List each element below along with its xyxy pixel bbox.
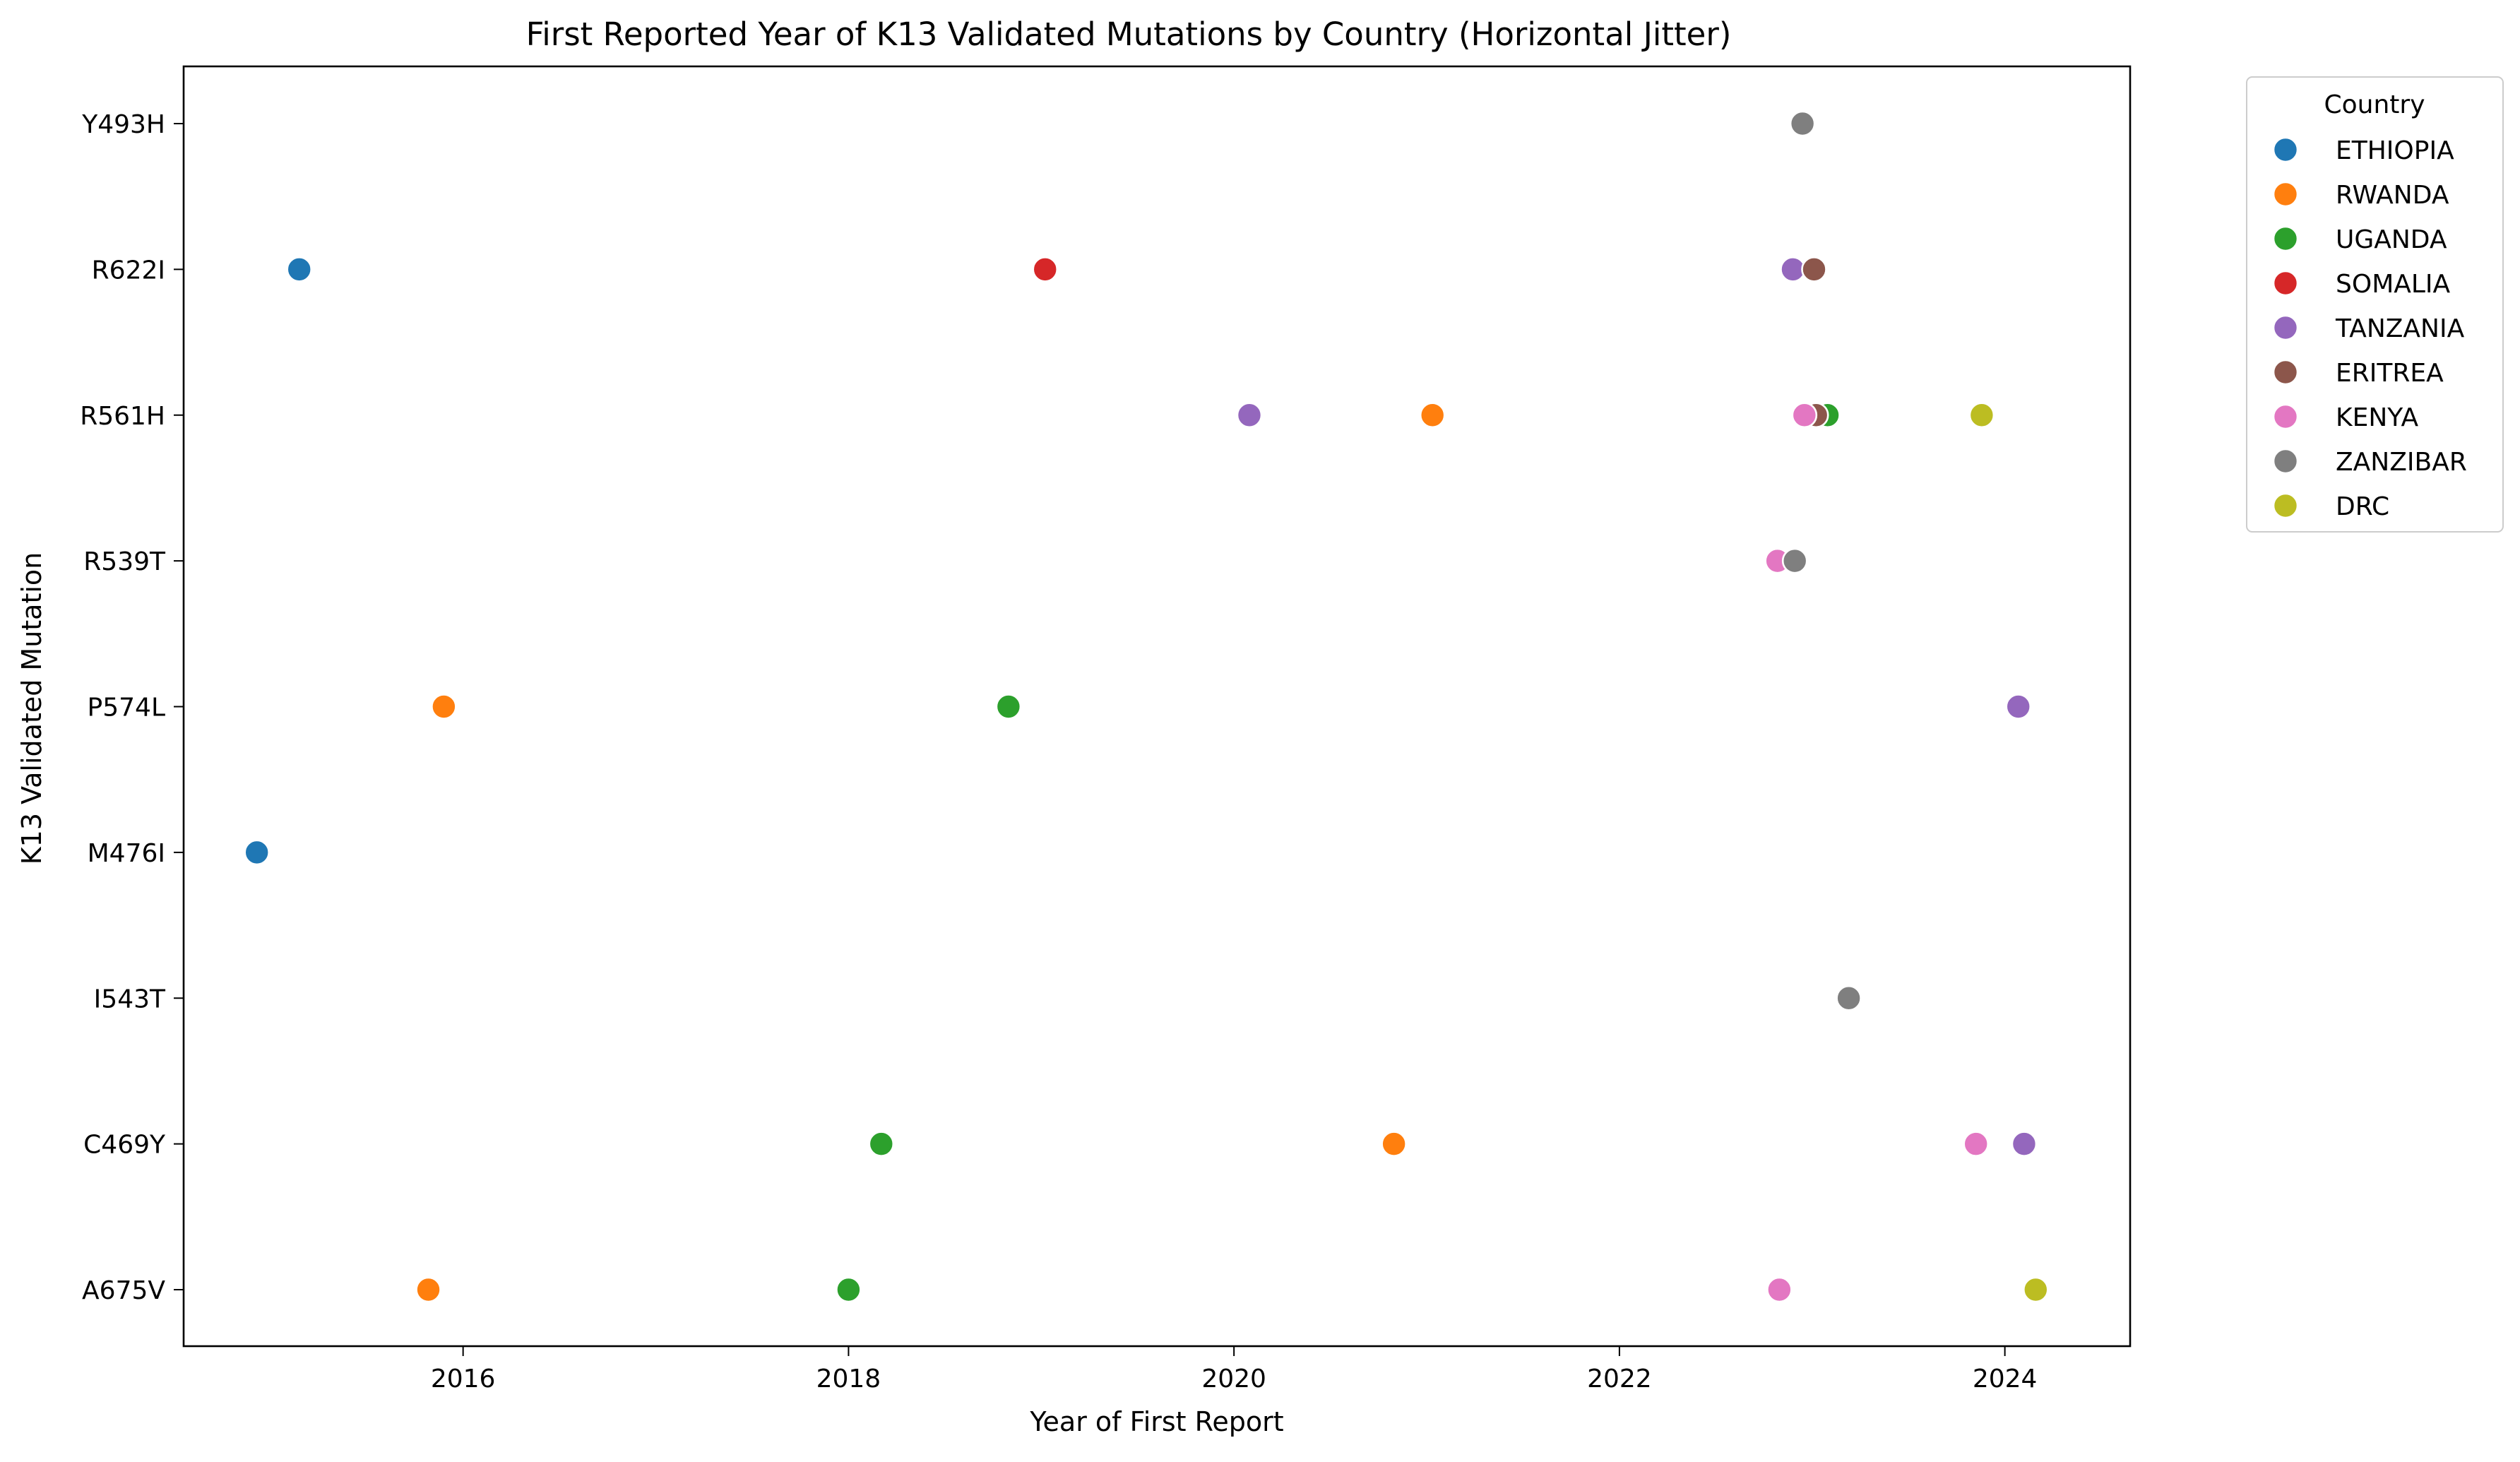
points-layer — [244, 110, 2049, 1303]
y-tick-label: A675V — [82, 1276, 165, 1305]
legend: Country ETHIOPIA RWANDA UGANDA SOMALIA TANZA… — [2246, 76, 2504, 533]
x-tick-label: 2018 — [816, 1365, 881, 1393]
x-tick-label: 2022 — [1587, 1365, 1652, 1393]
scatter-point — [2022, 1276, 2049, 1303]
legend-label: RWANDA — [2336, 181, 2449, 210]
legend-label: ERITREA — [2336, 359, 2444, 388]
legend-marker — [2272, 359, 2299, 386]
scatter-point — [995, 694, 1022, 720]
scatter-point — [1789, 110, 1816, 137]
y-tick-label: P574L — [88, 694, 165, 723]
y-axis-label: K13 Validated Mutation — [16, 552, 47, 865]
y-tick-label: Y493H — [81, 110, 165, 139]
legend-title: Country — [2324, 90, 2425, 119]
legend-label: ETHIOPIA — [2336, 136, 2454, 165]
scatter-point — [868, 1131, 895, 1157]
scatter-point — [1801, 256, 1827, 283]
legend-marker — [2272, 270, 2299, 297]
legend-marker — [2272, 403, 2299, 430]
scatter-point — [1836, 985, 1862, 1011]
legend-frame — [2246, 76, 2504, 533]
y-tick-label: R561H — [80, 402, 165, 431]
legend-label: UGANDA — [2336, 225, 2447, 254]
scatter-point — [1781, 547, 1808, 574]
scatter-point — [1236, 402, 1263, 429]
plot-background — [184, 66, 2130, 1346]
x-tick-label: 2020 — [1201, 1365, 1266, 1393]
y-tick-label: M476I — [88, 839, 165, 868]
scatter-point — [244, 839, 270, 866]
x-tick-label: 2016 — [431, 1365, 496, 1393]
scatter-point — [1791, 402, 1818, 429]
legend-label: ZANZIBAR — [2336, 448, 2467, 477]
scatter-point — [836, 1276, 862, 1303]
scatter-point — [2005, 694, 2032, 720]
legend-label: SOMALIA — [2336, 270, 2451, 299]
scatter-point — [415, 1276, 441, 1303]
y-tick-label: I543T — [94, 985, 166, 1014]
scatter-point — [1766, 1276, 1793, 1303]
legend-marker — [2272, 314, 2299, 341]
legend-marker — [2272, 225, 2299, 252]
scatter-point — [431, 694, 457, 720]
legend-label: DRC — [2336, 492, 2389, 521]
scatter-point — [1963, 1131, 1990, 1157]
x-axis-label: Year of First Report — [1029, 1406, 1283, 1437]
scatter-point — [1381, 1131, 1407, 1157]
x-tick-label: 2024 — [1973, 1365, 2038, 1393]
y-tick-label: R539T — [83, 547, 166, 576]
y-tick-label: R622I — [92, 256, 165, 285]
legend-marker — [2272, 448, 2299, 475]
legend-marker — [2272, 181, 2299, 208]
legend-label: TANZANIA — [2335, 314, 2465, 343]
legend-marker — [2272, 136, 2299, 163]
chart-title: First Reported Year of K13 Validated Mut… — [526, 16, 1732, 53]
legend-marker — [2272, 492, 2299, 519]
scatter-point — [1419, 402, 1446, 429]
scatter-point — [286, 256, 313, 283]
y-tick-label: C469Y — [83, 1131, 166, 1160]
scatter-point — [1968, 402, 1995, 429]
scatter-point — [1032, 256, 1059, 283]
plot-area: 2016 2018 2020 2022 2024 Y493H R622I R561H R539T… — [80, 65, 2132, 1393]
legend-label: KENYA — [2336, 403, 2418, 432]
scatter-point — [2011, 1131, 2038, 1157]
plot-frame — [182, 65, 2132, 1348]
